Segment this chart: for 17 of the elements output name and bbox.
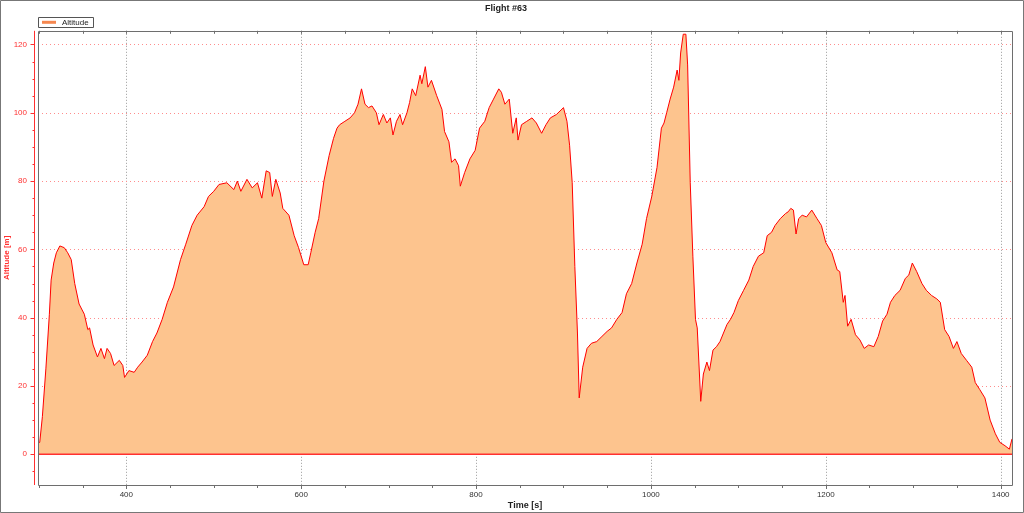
y-axis-title: Altitude [m] (2, 235, 11, 281)
text: Altitude (62, 18, 90, 27)
y-tick-label: 0 (22, 449, 28, 459)
y-tick-label: 120 (13, 39, 28, 49)
x-tick-label: 800 (469, 490, 484, 499)
x-tick-label: 1000 (642, 490, 661, 499)
y-tick-label: 40 (18, 312, 28, 322)
x-tick-label: 600 (294, 490, 309, 499)
y-tick-label: 80 (18, 176, 28, 186)
x-tick-label: 400 (119, 490, 134, 499)
x-axis-title: Time [s] (507, 500, 543, 511)
y-tick-label: 60 (18, 244, 28, 254)
chart-title: Flight #63 (484, 2, 528, 13)
y-tick-label: 100 (13, 107, 28, 117)
y-tick-label: 20 (18, 381, 28, 391)
x-tick-label: 1400 (991, 490, 1011, 499)
x-tick-label: 1200 (816, 490, 836, 499)
